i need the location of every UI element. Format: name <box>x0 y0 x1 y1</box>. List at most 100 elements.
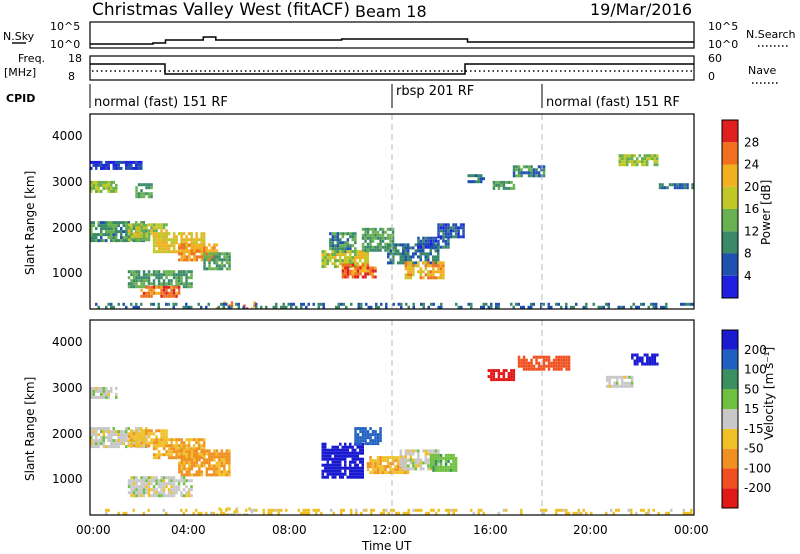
velocity-cell-11 <box>439 462 443 466</box>
power-cell-0 <box>90 227 93 231</box>
velocity-cell-4 <box>162 476 166 480</box>
velocity-cell-10 <box>419 458 423 462</box>
velocity-cell-7 <box>331 466 334 470</box>
velocity-cell-14 <box>610 375 614 379</box>
power-cell-15 <box>409 258 412 262</box>
velocity-cell-7 <box>349 463 352 467</box>
velocity-cell-2 <box>192 447 196 451</box>
velocity-cell-0 <box>135 427 138 431</box>
power-cell-21 <box>522 165 526 169</box>
velocity-cbar-tick-5: -50 <box>744 442 764 456</box>
power-cell-15 <box>402 249 405 253</box>
power-cell-0 <box>90 233 93 237</box>
power-cell-24 <box>470 302 473 306</box>
velocity-cell-10 <box>404 452 408 456</box>
velocity-cell-8 <box>374 433 377 437</box>
velocity-cell-1 <box>150 441 153 445</box>
velocity-cell-4 <box>145 482 148 486</box>
velocity-cell-16 <box>390 508 393 512</box>
velocity-cell-1 <box>127 432 131 436</box>
velocity-cell-0 <box>115 430 118 434</box>
power-cell-20 <box>510 186 513 190</box>
velocity-cell-1 <box>130 438 133 442</box>
power-cell-4 <box>208 267 211 271</box>
power-cell-4 <box>228 255 231 259</box>
power-cell-9 <box>140 183 143 187</box>
velocity-cell-4 <box>140 476 143 480</box>
velocity-cell-10 <box>414 449 418 453</box>
velocity-cell-0 <box>100 442 103 446</box>
power-cell-17 <box>437 245 440 249</box>
velocity-cell-3 <box>193 458 196 462</box>
power-cell-15 <box>392 252 395 256</box>
velocity-cell-16 <box>420 508 423 512</box>
velocity-cell-10 <box>424 461 428 465</box>
power-cell-0 <box>105 239 108 243</box>
velocity-cell-0 <box>102 427 105 431</box>
power-cell-24 <box>222 305 225 309</box>
velocity-cell-3 <box>210 473 214 477</box>
power-cell-11 <box>339 244 342 248</box>
velocity-cell-4 <box>170 494 173 498</box>
power-cell-2 <box>195 232 198 236</box>
velocity-cell-16 <box>250 508 253 512</box>
velocity-cell-13 <box>525 364 528 368</box>
power-cell-24 <box>532 302 535 306</box>
power-cell-24 <box>682 302 685 306</box>
velocity-cell-4 <box>182 494 186 498</box>
power-cell-2 <box>162 250 166 254</box>
power-cell-24 <box>585 305 588 309</box>
power-cell-16 <box>407 264 410 268</box>
power-cell-4 <box>203 267 206 271</box>
power-cell-10 <box>135 160 138 164</box>
velocity-cell-3 <box>178 467 181 471</box>
power-cell-8 <box>102 180 105 184</box>
power-cell-2 <box>202 232 206 236</box>
power-cell-3 <box>200 252 204 256</box>
power-cell-10 <box>137 160 140 164</box>
power-cell-5 <box>175 276 178 280</box>
power-cell-10 <box>112 163 115 167</box>
power-cell-14 <box>384 242 387 246</box>
power-cell-18 <box>442 235 445 239</box>
velocity-cell-1 <box>147 435 151 439</box>
power-cell-15 <box>402 246 405 250</box>
power-cell-5 <box>185 279 188 283</box>
power-cell-16 <box>429 264 433 268</box>
power-cell-8 <box>115 183 118 187</box>
velocity-cell-9 <box>384 456 387 460</box>
velocity-cell-4 <box>162 488 166 492</box>
power-cell-0 <box>100 236 103 240</box>
velocity-cell-7 <box>339 469 342 473</box>
power-cell-19 <box>475 174 478 178</box>
velocity-cell-16 <box>647 511 650 515</box>
velocity-cell-14 <box>628 375 631 379</box>
power-cell-0 <box>102 239 105 243</box>
power-cell-16 <box>422 270 425 274</box>
velocity-cell-4 <box>132 479 136 483</box>
power-cell-2 <box>202 238 206 242</box>
power-cell-10 <box>102 163 105 167</box>
power-cell-3 <box>200 243 204 247</box>
power-cell-6 <box>172 294 176 298</box>
velocity-cell-7 <box>321 463 324 467</box>
power-cell-22 <box>623 157 626 161</box>
velocity-cell-3 <box>203 461 206 465</box>
power-cell-1 <box>140 238 143 242</box>
velocity-cell-7 <box>356 469 359 473</box>
velocity-cell-13 <box>542 358 546 362</box>
power-cell-5 <box>157 270 161 274</box>
velocity-cell-10 <box>399 455 403 459</box>
velocity-cell-2 <box>155 456 158 460</box>
power-cell-15 <box>402 243 405 247</box>
velocity-cell-11 <box>454 462 458 466</box>
velocity-cell-3 <box>208 464 211 468</box>
velocity-cell-7 <box>354 466 357 470</box>
velocity-cell-13 <box>567 358 571 362</box>
velocity-cell-8 <box>374 442 377 446</box>
velocity-cell-7 <box>356 457 359 461</box>
power-cell-2 <box>182 238 186 242</box>
power-cell-16 <box>409 264 413 268</box>
velocity-cell-2 <box>172 447 176 451</box>
power-cell-18 <box>447 235 450 239</box>
